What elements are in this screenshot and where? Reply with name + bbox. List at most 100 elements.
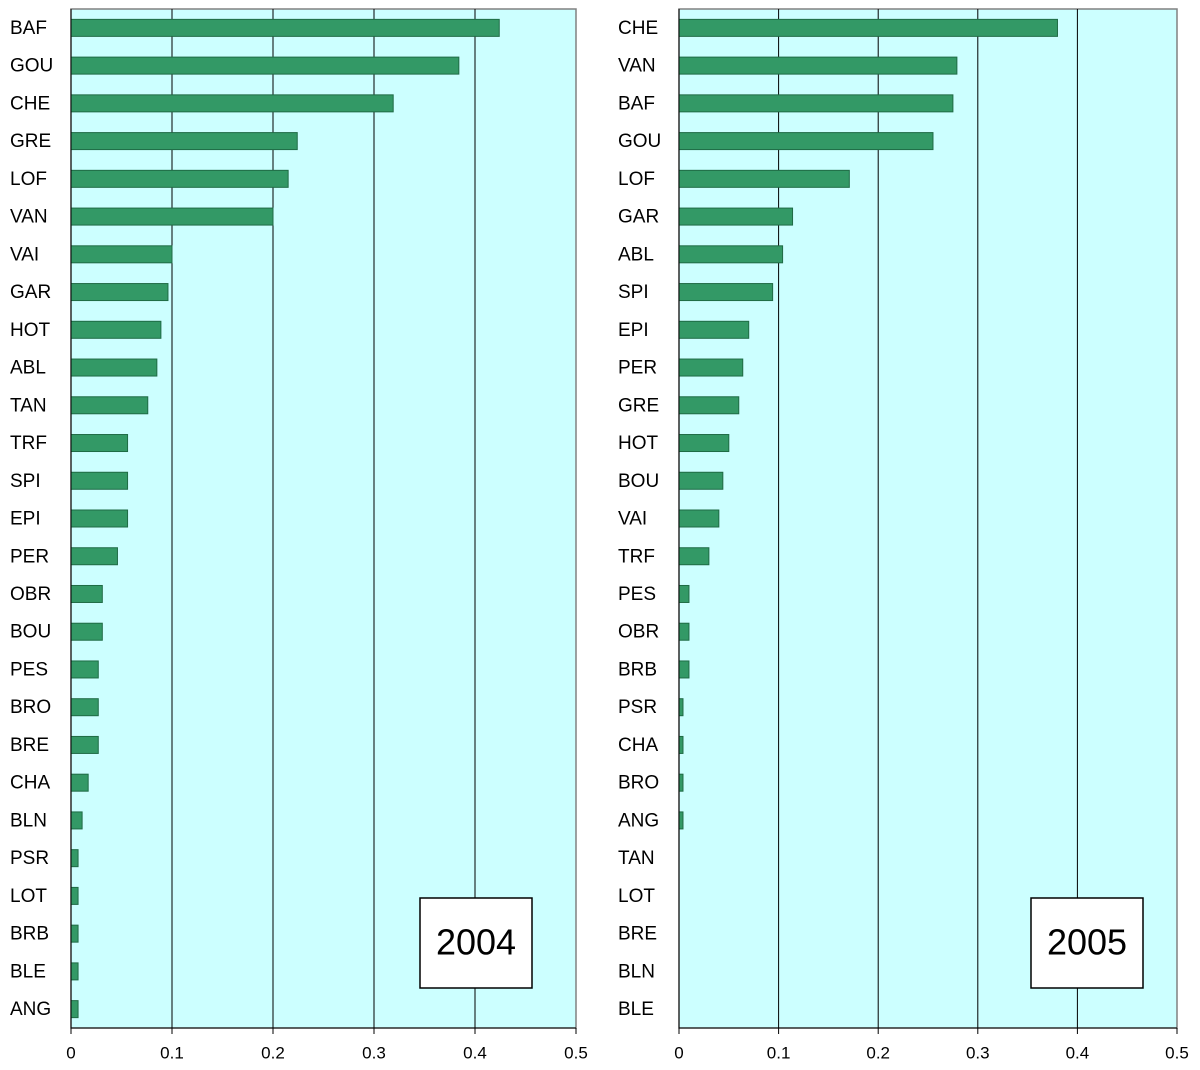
x-tick-label: 0.1: [160, 1043, 184, 1062]
bar: [70, 924, 79, 943]
bar: [70, 132, 298, 151]
y-tick-label: EPI: [10, 509, 41, 530]
annotation: 2004: [436, 922, 516, 963]
y-tick-label: BLN: [618, 961, 655, 982]
x-tick-label: 0.4: [463, 1043, 487, 1062]
annotation-box: [419, 897, 533, 989]
bar: [70, 849, 79, 868]
y-tick-label: BLE: [10, 961, 46, 982]
bar: [70, 509, 129, 528]
y-tick-label: BRE: [618, 924, 657, 945]
bar: [70, 962, 79, 981]
y-tick-label: EPI: [618, 320, 649, 341]
y-tick-label: VAI: [10, 244, 39, 265]
bar: [70, 358, 158, 377]
bar: [70, 56, 460, 75]
x-tick-label: 0.2: [261, 1043, 285, 1062]
bar: [70, 169, 289, 188]
bar: [678, 434, 730, 453]
bar: [70, 471, 129, 490]
bar: [70, 773, 89, 792]
y-tick-label: BOU: [618, 471, 659, 492]
bar: [678, 18, 1058, 37]
bar: [70, 584, 103, 603]
y-tick-label: PER: [10, 546, 49, 567]
x-tick-label: 0: [674, 1043, 683, 1062]
y-tick-label: ANG: [618, 810, 659, 831]
y-tick-label: GRE: [10, 131, 51, 152]
x-tick-label: 0.4: [1066, 1043, 1090, 1062]
bar: [678, 207, 794, 226]
y-tick-label: SPI: [618, 282, 649, 303]
x-tick-label: 0.5: [1165, 1043, 1189, 1062]
x-tick-label: 0.1: [767, 1043, 791, 1062]
bar: [70, 886, 79, 905]
y-tick-label: PER: [618, 358, 657, 379]
bar: [678, 698, 684, 717]
bar: [678, 396, 740, 415]
y-tick-label: TAN: [618, 848, 655, 869]
bar: [70, 1000, 79, 1019]
y-tick-label: BLE: [618, 999, 654, 1020]
x-tick-label: 0: [66, 1043, 75, 1062]
y-tick-label: SPI: [10, 471, 41, 492]
y-tick-label: VAN: [10, 207, 48, 228]
bar: [70, 283, 169, 302]
y-tick-label: GOU: [10, 56, 53, 77]
y-tick-label: GRE: [618, 395, 659, 416]
bar: [678, 94, 954, 113]
bar: [678, 169, 850, 188]
y-tick-label: HOT: [618, 433, 659, 454]
y-tick-label: PSR: [10, 848, 49, 869]
y-tick-label: ABL: [618, 244, 654, 265]
y-tick-label: PES: [618, 584, 656, 605]
bar: [70, 94, 394, 113]
y-tick-label: BRE: [10, 735, 49, 756]
y-tick-label: CHA: [10, 773, 50, 794]
bar: [70, 698, 99, 717]
bar: [70, 434, 129, 453]
bar: [678, 56, 958, 75]
bar: [70, 547, 118, 566]
y-tick-label: TAN: [10, 395, 47, 416]
x-tick-label: 0.5: [564, 1043, 588, 1062]
x-tick-label: 0.2: [866, 1043, 890, 1062]
bar: [70, 811, 83, 830]
y-tick-label: GAR: [10, 282, 51, 303]
y-tick-label: TRF: [618, 546, 655, 567]
y-tick-label: VAI: [618, 509, 647, 530]
y-tick-label: GAR: [618, 207, 659, 228]
bar: [678, 622, 690, 641]
y-tick-label: BRO: [618, 773, 659, 794]
y-tick-label: BAF: [618, 93, 655, 114]
annotation-box: [1030, 897, 1144, 989]
bar: [70, 18, 500, 37]
y-tick-label: BLN: [10, 810, 47, 831]
y-tick-label: LOT: [618, 886, 655, 907]
y-tick-label: ABL: [10, 358, 46, 379]
y-tick-label: BRB: [618, 659, 657, 680]
bar: [678, 735, 684, 754]
bar: [678, 509, 720, 528]
y-tick-label: BRO: [10, 697, 51, 718]
y-tick-label: BAF: [10, 18, 47, 39]
y-tick-label: PES: [10, 659, 48, 680]
bar: [678, 547, 710, 566]
bar: [70, 245, 173, 264]
y-tick-label: LOT: [10, 886, 47, 907]
annotation: 2005: [1047, 922, 1127, 963]
y-tick-label: BRB: [10, 924, 49, 945]
y-tick-label: HOT: [10, 320, 51, 341]
bar: [678, 471, 724, 490]
bar: [70, 660, 99, 679]
bar: [678, 773, 684, 792]
x-tick-label: 0.3: [966, 1043, 990, 1062]
y-tick-label: CHE: [10, 93, 50, 114]
y-tick-label: TRF: [10, 433, 47, 454]
bar: [678, 320, 750, 339]
y-tick-label: CHA: [618, 735, 658, 756]
plot-area: [678, 8, 1178, 1029]
bar: [70, 735, 99, 754]
bar: [678, 132, 934, 151]
